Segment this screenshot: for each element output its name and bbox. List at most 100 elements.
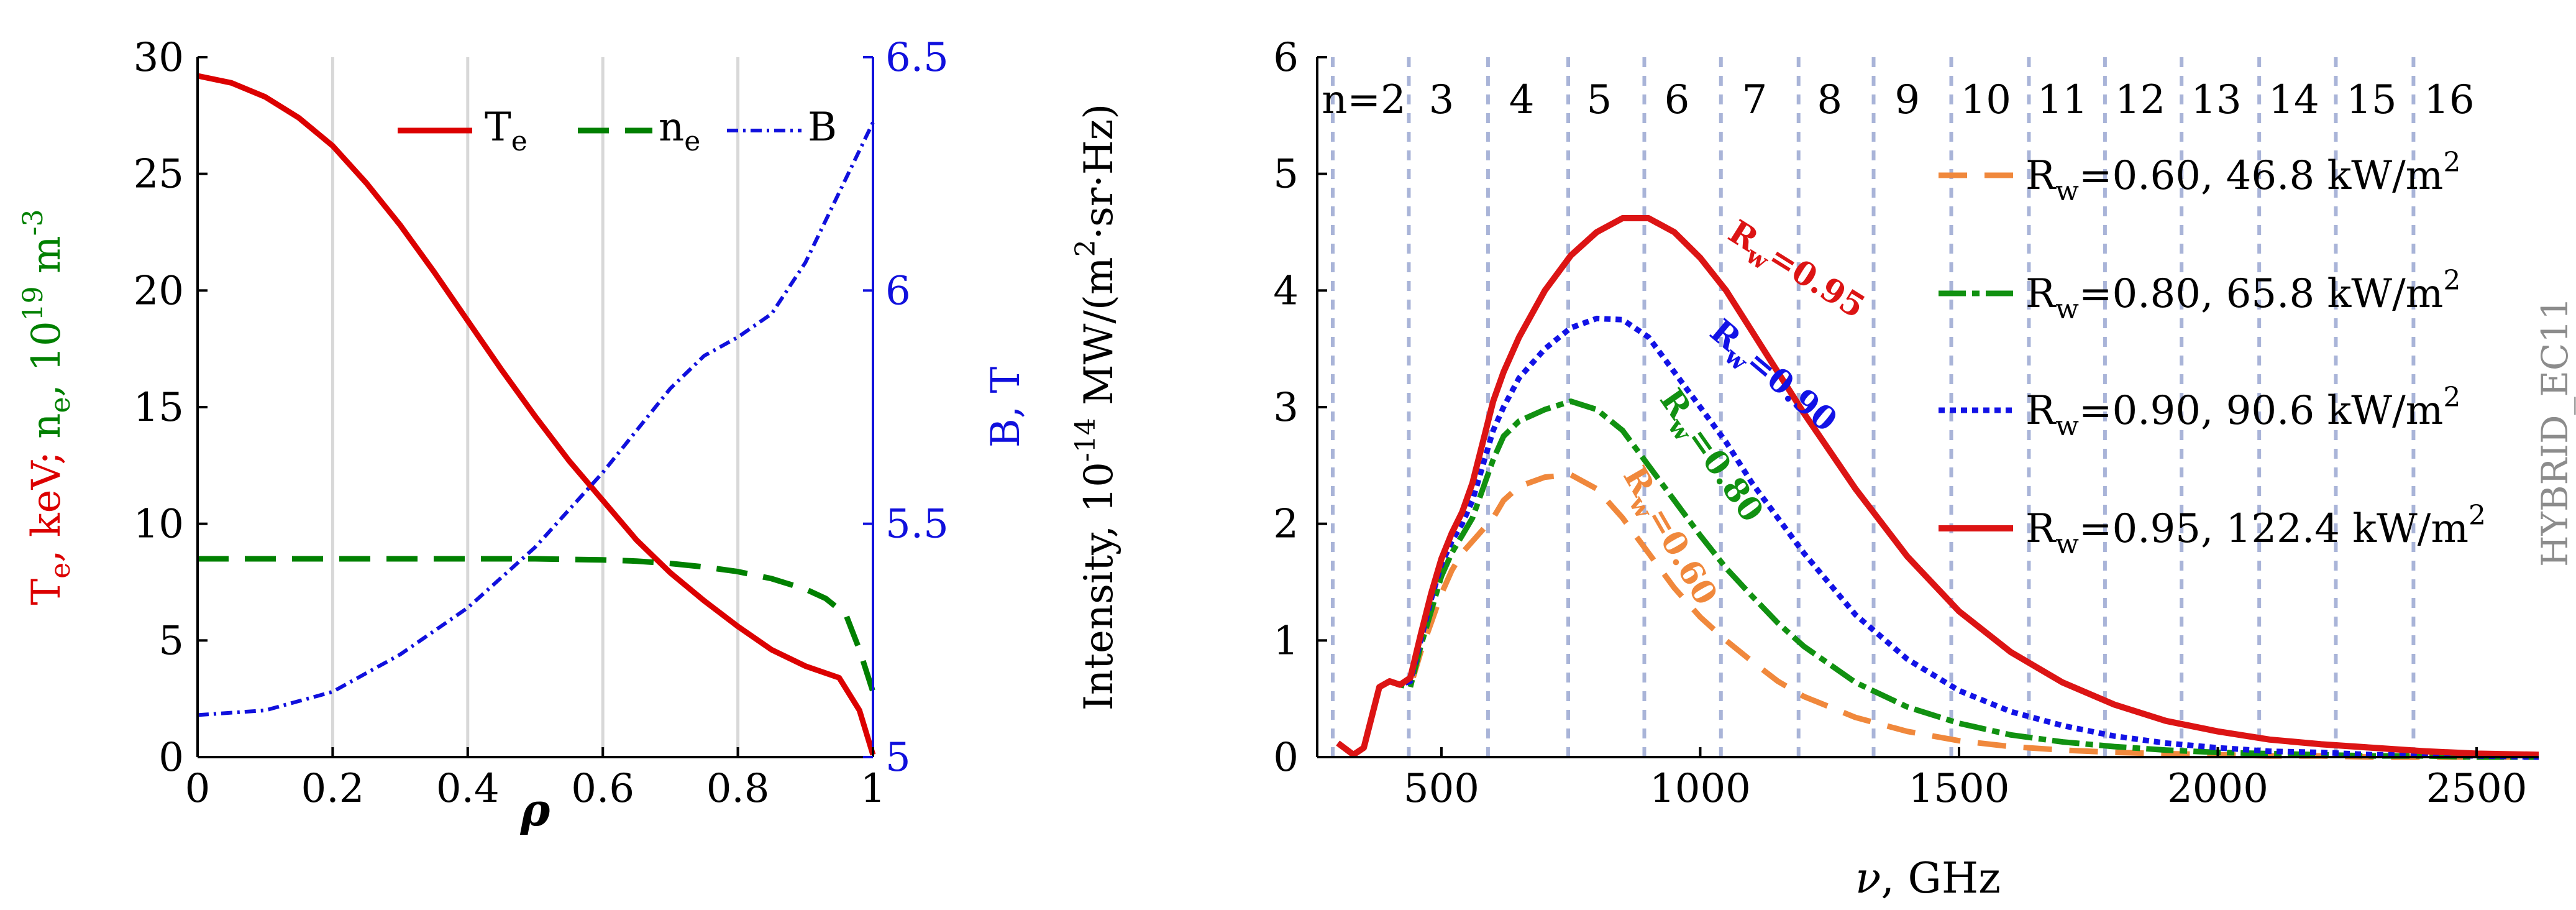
- y-tick-label: 4: [1273, 268, 1299, 314]
- legend-label-ne: ne: [659, 104, 700, 157]
- ylabel-superscript: 2: [1070, 239, 1102, 257]
- y-tick-label: 15: [134, 385, 184, 431]
- legend-superscript: 2: [2469, 500, 2486, 531]
- series-line-Te: [197, 73, 876, 756]
- x-tick-label: 0: [185, 766, 211, 812]
- legend-superscript: 2: [2443, 265, 2460, 296]
- legend-text: =0.90, 90.6 kW/m: [2079, 388, 2443, 434]
- xlabel-symbol: ν: [1855, 854, 1881, 903]
- y-tick-label: 30: [134, 35, 184, 81]
- right-y-tick-label: 6.5: [885, 35, 949, 81]
- ylabel-superscript: 19: [17, 286, 49, 321]
- right-y-tick-label: 5: [885, 735, 911, 781]
- legend-text: =0.95, 122.4 kW/m: [2079, 506, 2469, 552]
- legend-text: R: [2026, 506, 2057, 552]
- legend-label-Rw=0.90: Rw=0.90, 90.6 kW/m2: [2026, 382, 2460, 442]
- legend-text: =0.60, 46.8 kW/m: [2079, 153, 2443, 199]
- y-tick-label: 10: [134, 502, 184, 548]
- legend-label-Rw=0.80: Rw=0.80, 65.8 kW/m2: [2026, 265, 2460, 325]
- right-y-tick-label: 5.5: [885, 502, 949, 548]
- harmonic-label: 5: [1587, 77, 1612, 123]
- legend-label-B: B: [808, 104, 837, 150]
- series-line-Rw=0.90: [1336, 315, 2539, 760]
- legend-subscript: w: [2055, 175, 2079, 207]
- legend-subscript: e: [511, 126, 528, 157]
- y-tick-label: 5: [1273, 152, 1299, 198]
- right-x-axis-label: ν, GHz: [1855, 854, 2001, 903]
- legend-subscript: w: [2055, 528, 2079, 560]
- series-line-B: [197, 121, 875, 717]
- xlabel-text: , GHz: [1881, 854, 2001, 903]
- x-tick-label: 0.4: [436, 766, 500, 812]
- annotation-Rw=0.60: Rw=0.60: [1610, 460, 1725, 615]
- y-tick-label: 5: [158, 618, 184, 664]
- x-tick-label: 0.8: [706, 766, 770, 812]
- harmonic-label: 7: [1742, 77, 1768, 123]
- x-tick-label: 500: [1404, 766, 1479, 812]
- harmonic-label: 6: [1665, 77, 1690, 123]
- x-tick-label: 2000: [2167, 766, 2268, 812]
- legend-text: =0.80, 65.8 kW/m: [2079, 271, 2443, 317]
- harmonic-label: 11: [2037, 77, 2088, 123]
- ylabel-text: n: [24, 413, 70, 439]
- ylabel-text: ·sr·Hz): [1076, 104, 1122, 240]
- ylabel-text: T: [24, 579, 70, 605]
- ylabel-text: Intensity, 10: [1076, 462, 1122, 710]
- legend-text: R: [2026, 271, 2057, 317]
- legend-label-Rw=0.95: Rw=0.95, 122.4 kW/m2: [2026, 500, 2486, 560]
- x-tick-label: 1: [861, 766, 886, 812]
- ylabel-subscript: e: [45, 563, 76, 579]
- y-tick-label: 2: [1273, 502, 1299, 548]
- ylabel-text: , keV;: [24, 439, 70, 563]
- ylabel-superscript: -14: [1070, 418, 1102, 462]
- legend-label-Te: Te: [485, 104, 528, 157]
- watermark-text: HYBRID_EC11: [2534, 297, 2576, 567]
- legend-text: B: [808, 104, 837, 150]
- legend-text: T: [485, 104, 511, 150]
- legend-superscript: 2: [2443, 382, 2460, 413]
- harmonic-label: 3: [1429, 77, 1455, 123]
- harmonic-label: 16: [2424, 77, 2474, 123]
- series-line-Rw=0.80: [1336, 398, 2539, 760]
- x-tick-label: 0.2: [301, 766, 365, 812]
- right-y-axis-label: Intensity, 10-14 MW/(m2·sr·Hz): [1070, 104, 1122, 710]
- legend-text: R: [2026, 153, 2057, 199]
- series-line-ne: [198, 556, 876, 693]
- ylabel-text: , 10: [24, 321, 70, 397]
- annotation-text: =0.90: [1739, 342, 1845, 439]
- annotation-text: =0.95: [1762, 237, 1872, 326]
- harmonic-label: 15: [2346, 77, 2396, 123]
- left-y-axis-label: Te, keV; ne, 1019 m-3: [17, 209, 76, 605]
- y-tick-label: 3: [1273, 385, 1299, 431]
- ylabel-superscript: -3: [17, 209, 49, 236]
- legend-text: R: [2026, 388, 2057, 434]
- legend-subscript: w: [2055, 410, 2079, 442]
- left-legend: Te ne B: [398, 104, 837, 157]
- x-tick-label: 1000: [1650, 766, 1751, 812]
- x-tick-label: 0.6: [571, 766, 634, 812]
- legend-superscript: 2: [2443, 147, 2460, 178]
- ylabel-text: MW/(m: [1076, 257, 1122, 418]
- harmonic-label: 13: [2191, 77, 2241, 123]
- harmonic-label: 4: [1509, 77, 1535, 123]
- harmonic-label: 14: [2268, 77, 2319, 123]
- harmonic-label: 12: [2115, 77, 2165, 123]
- legend-subscript: e: [684, 126, 700, 157]
- harmonic-label: n=2: [1322, 77, 1406, 123]
- harmonic-label: 9: [1894, 77, 1920, 123]
- y-tick-label: 0: [158, 735, 184, 781]
- right-y-tick-label: 6: [885, 268, 911, 314]
- legend-subscript: w: [2055, 293, 2079, 325]
- left-x-axis-label: ρ: [520, 783, 551, 836]
- y-tick-label: 20: [134, 268, 184, 314]
- ylabel-subscript: e: [45, 397, 76, 413]
- annotation-text: =0.80: [1679, 421, 1771, 529]
- series-line-Rw=0.95: [1336, 215, 2539, 758]
- y-tick-label: 6: [1273, 35, 1299, 81]
- ylabel-text: m: [24, 236, 70, 286]
- y-tick-label: 25: [134, 152, 184, 198]
- y-tick-label: 0: [1273, 735, 1299, 781]
